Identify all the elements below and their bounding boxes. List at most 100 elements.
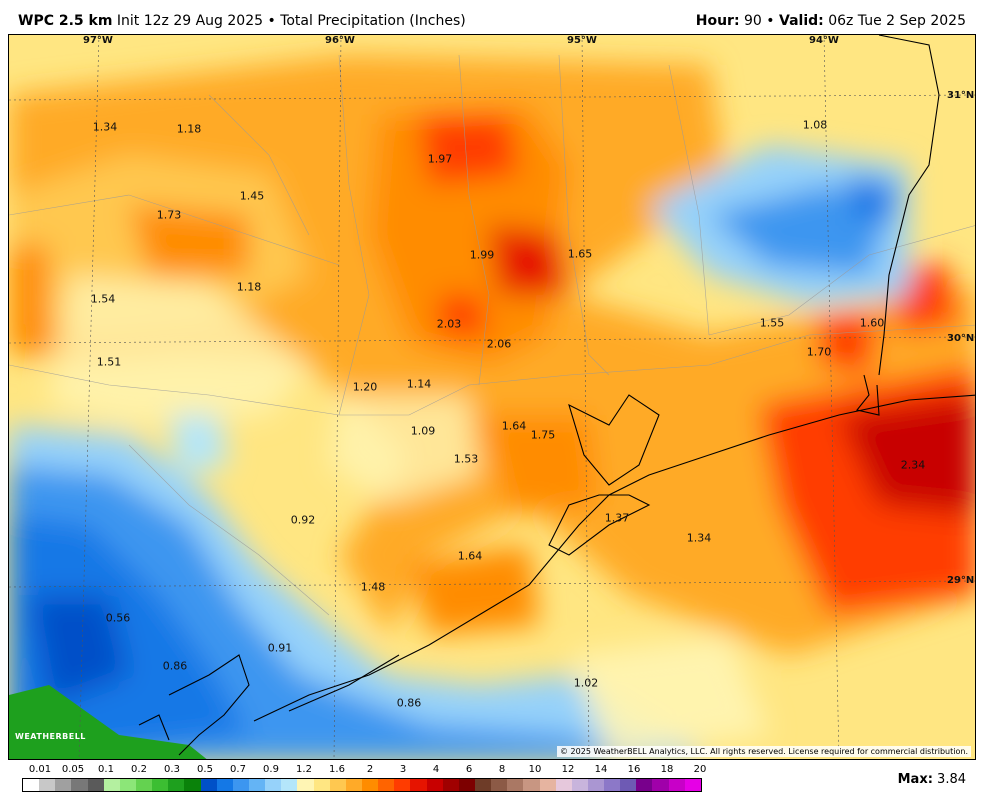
legend-tick-label: 12	[561, 764, 575, 775]
colorbar-segment	[394, 779, 411, 791]
precip-value: 0.86	[162, 659, 188, 673]
valid-value: 06z Tue 2 Sep 2025	[828, 13, 966, 29]
colorbar-segment	[652, 779, 669, 791]
colorbar-segment	[636, 779, 653, 791]
precip-value: 1.55	[759, 316, 785, 330]
precip-value: 1.64	[457, 549, 483, 563]
precip-value: 1.73	[156, 208, 182, 222]
lat-label-30: 30°N	[947, 333, 975, 344]
legend-tick-label: 20	[693, 764, 707, 775]
lon-label-96: 96°W	[325, 35, 355, 46]
colorbar-segment	[604, 779, 621, 791]
precip-value: 1.54	[90, 292, 116, 306]
precip-value: 1.51	[96, 355, 122, 369]
legend-tick-label: 0.1	[98, 764, 114, 775]
precip-value: 1.18	[176, 122, 202, 136]
precip-value: 1.53	[453, 452, 479, 466]
precip-value: 1.20	[352, 380, 378, 394]
colorbar-segment	[152, 779, 169, 791]
legend-tick-label: 3	[399, 764, 407, 775]
colorbar-segment	[168, 779, 185, 791]
precip-value: 1.45	[239, 189, 265, 203]
header-bar: WPC 2.5 km Init 12z 29 Aug 2025 • Total …	[0, 0, 984, 34]
precip-value: 0.86	[396, 696, 422, 710]
colorbar-segment	[216, 779, 233, 791]
colorbar-segment	[313, 779, 330, 791]
precip-value: 2.34	[900, 458, 926, 472]
legend-tick-label: 6	[465, 764, 473, 775]
precip-value: 0.91	[267, 641, 293, 655]
colorbar-segment	[491, 779, 508, 791]
max-value-label: Max: 3.84	[898, 772, 966, 787]
colorbar-segment	[297, 779, 314, 791]
colorbar-segment	[426, 779, 443, 791]
init-time: Init 12z 29 Aug 2025	[116, 13, 264, 29]
precip-value: 1.99	[469, 248, 495, 262]
colorbar-segment	[71, 779, 88, 791]
colorbar-segment	[668, 779, 685, 791]
precip-value: 1.18	[236, 280, 262, 294]
legend-tick-label: 0.9	[263, 764, 279, 775]
precip-value: 1.34	[686, 531, 712, 545]
precip-value: 1.48	[360, 580, 386, 594]
header-title: WPC 2.5 km Init 12z 29 Aug 2025 • Total …	[18, 13, 466, 29]
colorbar-segment	[474, 779, 492, 791]
colorbar-segment	[620, 779, 637, 791]
colorbar-segment	[248, 779, 266, 791]
colorbar-segment	[135, 779, 153, 791]
max-value: 3.84	[937, 772, 966, 787]
colorbar-segment	[23, 779, 40, 791]
copyright-notice: © 2025 WeatherBELL Analytics, LLC. All r…	[557, 746, 971, 757]
colorbar-segment	[39, 779, 56, 791]
colorbar-segment	[442, 779, 459, 791]
precip-value: 1.75	[530, 428, 556, 442]
weatherbell-logo: WEATHERBELL	[15, 732, 86, 741]
colorbar-segment	[55, 779, 72, 791]
colorbar-segment	[555, 779, 572, 791]
lat-label-29: 29°N	[947, 575, 975, 586]
legend-tick-label: 4	[432, 764, 440, 775]
colorbar-segment	[265, 779, 282, 791]
valid-label: Valid:	[779, 13, 824, 29]
colorbar-segment	[507, 779, 524, 791]
precip-value: 1.14	[406, 377, 432, 391]
colorbar-segment	[539, 779, 556, 791]
colorbar-segment	[232, 779, 249, 791]
precip-field	[9, 35, 975, 759]
colorbar-segment	[345, 779, 362, 791]
precip-value: 1.60	[859, 316, 885, 330]
precip-value: 2.06	[486, 337, 512, 351]
colorbar-segment	[87, 779, 104, 791]
precip-value: 1.09	[410, 424, 436, 438]
colorbar-segment	[410, 779, 427, 791]
colorbar-segment	[103, 779, 120, 791]
legend-tick-label: 14	[594, 764, 608, 775]
colorbar-segment	[119, 779, 136, 791]
colorbar-segment	[523, 779, 540, 791]
precip-value: 0.92	[290, 513, 316, 527]
legend-colorbar	[22, 778, 702, 792]
precip-value: 0.56	[105, 611, 131, 625]
separator: •	[766, 13, 775, 29]
colorbar-segment	[281, 779, 298, 791]
legend-ticks: 0.01 0.05 0.1 0.2 0.3 0.5 0.7 0.9 1.2 1.6 2 3 4 6 8 10 1…	[22, 764, 707, 778]
max-label: Max:	[897, 772, 933, 787]
lon-label-97: 97°W	[83, 35, 113, 46]
legend-tick-label: 0.3	[164, 764, 180, 775]
product-name: Total Precipitation (Inches)	[280, 13, 466, 29]
colorbar-segment	[587, 779, 605, 791]
colorbar-segment	[329, 779, 346, 791]
precip-value: 1.70	[806, 345, 832, 359]
colorbar-segment	[458, 779, 475, 791]
precip-map: 97°W 96°W 95°W 94°W 31°N 30°N 29°N 1.34 …	[8, 34, 976, 760]
precip-value: 1.08	[802, 118, 828, 132]
precip-value: 1.37	[604, 511, 630, 525]
legend-tick-label: 0.5	[197, 764, 213, 775]
colorbar-segment	[184, 779, 201, 791]
legend-tick-label: 0.01	[28, 764, 52, 775]
precip-value: 2.03	[436, 317, 462, 331]
precip-value: 1.02	[573, 676, 599, 690]
separator: •	[267, 13, 276, 29]
colorbar-segment	[361, 779, 379, 791]
legend-tick-label: 0.2	[131, 764, 147, 775]
